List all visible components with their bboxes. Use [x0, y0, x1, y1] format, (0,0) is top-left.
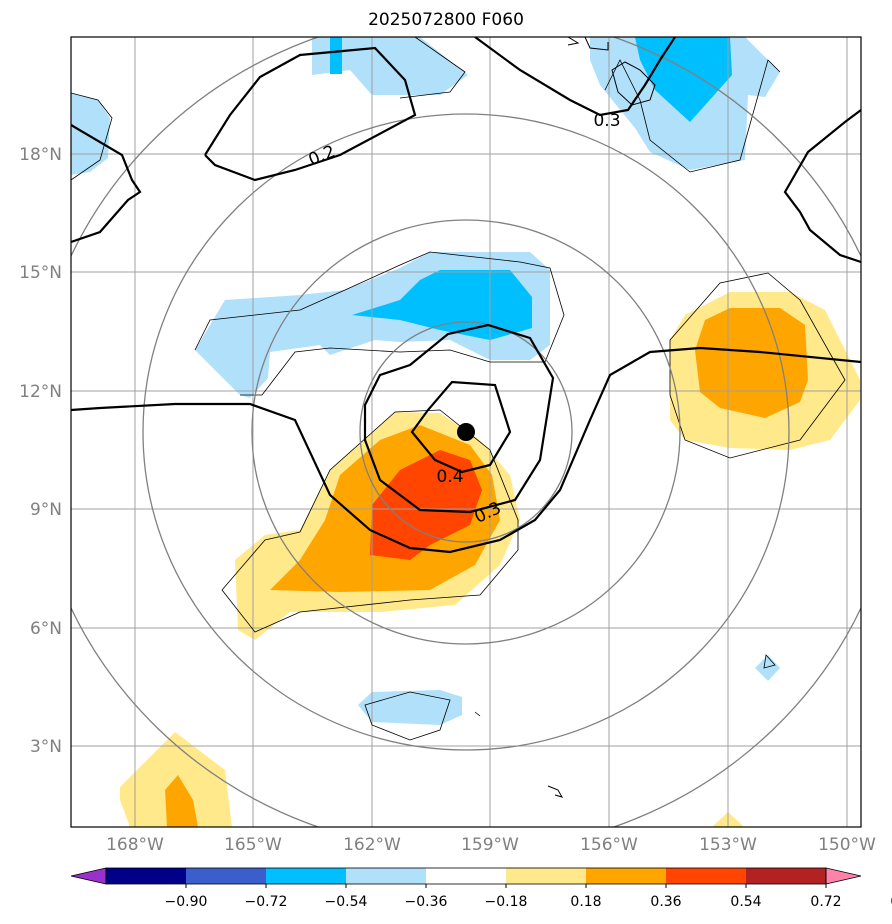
storm-center-marker [457, 423, 475, 441]
colorbar-segment [666, 868, 746, 884]
lat-tick-label: 18°N [19, 145, 62, 165]
lat-tick-label: 15°N [19, 263, 62, 283]
lat-tick-label: 9°N [30, 500, 62, 520]
colorbar-tick-label: −0.72 [245, 894, 288, 910]
colorbar-segment [186, 868, 266, 884]
colorbar-segment [746, 868, 826, 884]
colorbar-tick-label: 0.90 [890, 894, 892, 910]
colorbar-segment [506, 868, 586, 884]
colorbar-extend-low [70, 867, 107, 885]
colorbar-tick-label: −0.54 [325, 894, 368, 910]
lon-tick-label: 168°W [106, 835, 164, 855]
colorbar-segment [586, 868, 666, 884]
lat-tick-label: 12°N [19, 382, 62, 402]
colorbar-frame [105, 867, 827, 885]
lon-axis: 168°W 165°W 162°W 159°W 156°W 153°W 150°… [106, 835, 876, 855]
colorbar-tick-label: 0.54 [730, 894, 761, 910]
lat-tick-label: 6°N [30, 619, 62, 639]
colorbar-segment [426, 868, 506, 884]
colorbar-segment [346, 868, 426, 884]
lon-tick-label: 159°W [461, 835, 519, 855]
negative-anomaly-north [312, 37, 468, 95]
lon-tick-label: 150°W [818, 835, 876, 855]
colorbar-tick-label: −0.36 [405, 894, 448, 910]
contour-label: 0.4 [436, 467, 463, 487]
negative-anomaly-south [358, 690, 462, 725]
shaded-fields [71, 37, 860, 827]
colorbar-tick-label: 0.72 [810, 894, 841, 910]
colorbar-tick-label: 0.36 [650, 894, 681, 910]
thin-contours [71, 37, 846, 741]
lon-tick-label: 153°W [699, 835, 757, 855]
colorbar-extend-high [825, 867, 862, 885]
bold-contours [71, 37, 861, 554]
lon-tick-label: 156°W [580, 835, 638, 855]
colorbar-tick-label: −0.18 [485, 894, 528, 910]
lon-tick-label: 162°W [343, 835, 401, 855]
colorbar-segment [266, 868, 346, 884]
coastlines [547, 37, 656, 798]
plot-title: 2025072800 F060 [368, 10, 524, 30]
colorbar-tick-label: 0.18 [570, 894, 601, 910]
colorbar: −0.90 −0.72 −0.54 −0.36 −0.18 0.18 0.36 0.54 0.7… [70, 867, 892, 910]
range-rings [71, 37, 861, 827]
colorbar-segment [106, 868, 186, 884]
lon-tick-label: 165°W [224, 835, 282, 855]
lat-axis: 3°N 6°N 9°N 12°N 15°N 18°N [19, 145, 62, 757]
map-frame [70, 36, 862, 828]
colorbar-tick-label: −0.90 [165, 894, 208, 910]
contour-label: 0.3 [593, 111, 620, 131]
lat-tick-label: 3°N [30, 737, 62, 757]
